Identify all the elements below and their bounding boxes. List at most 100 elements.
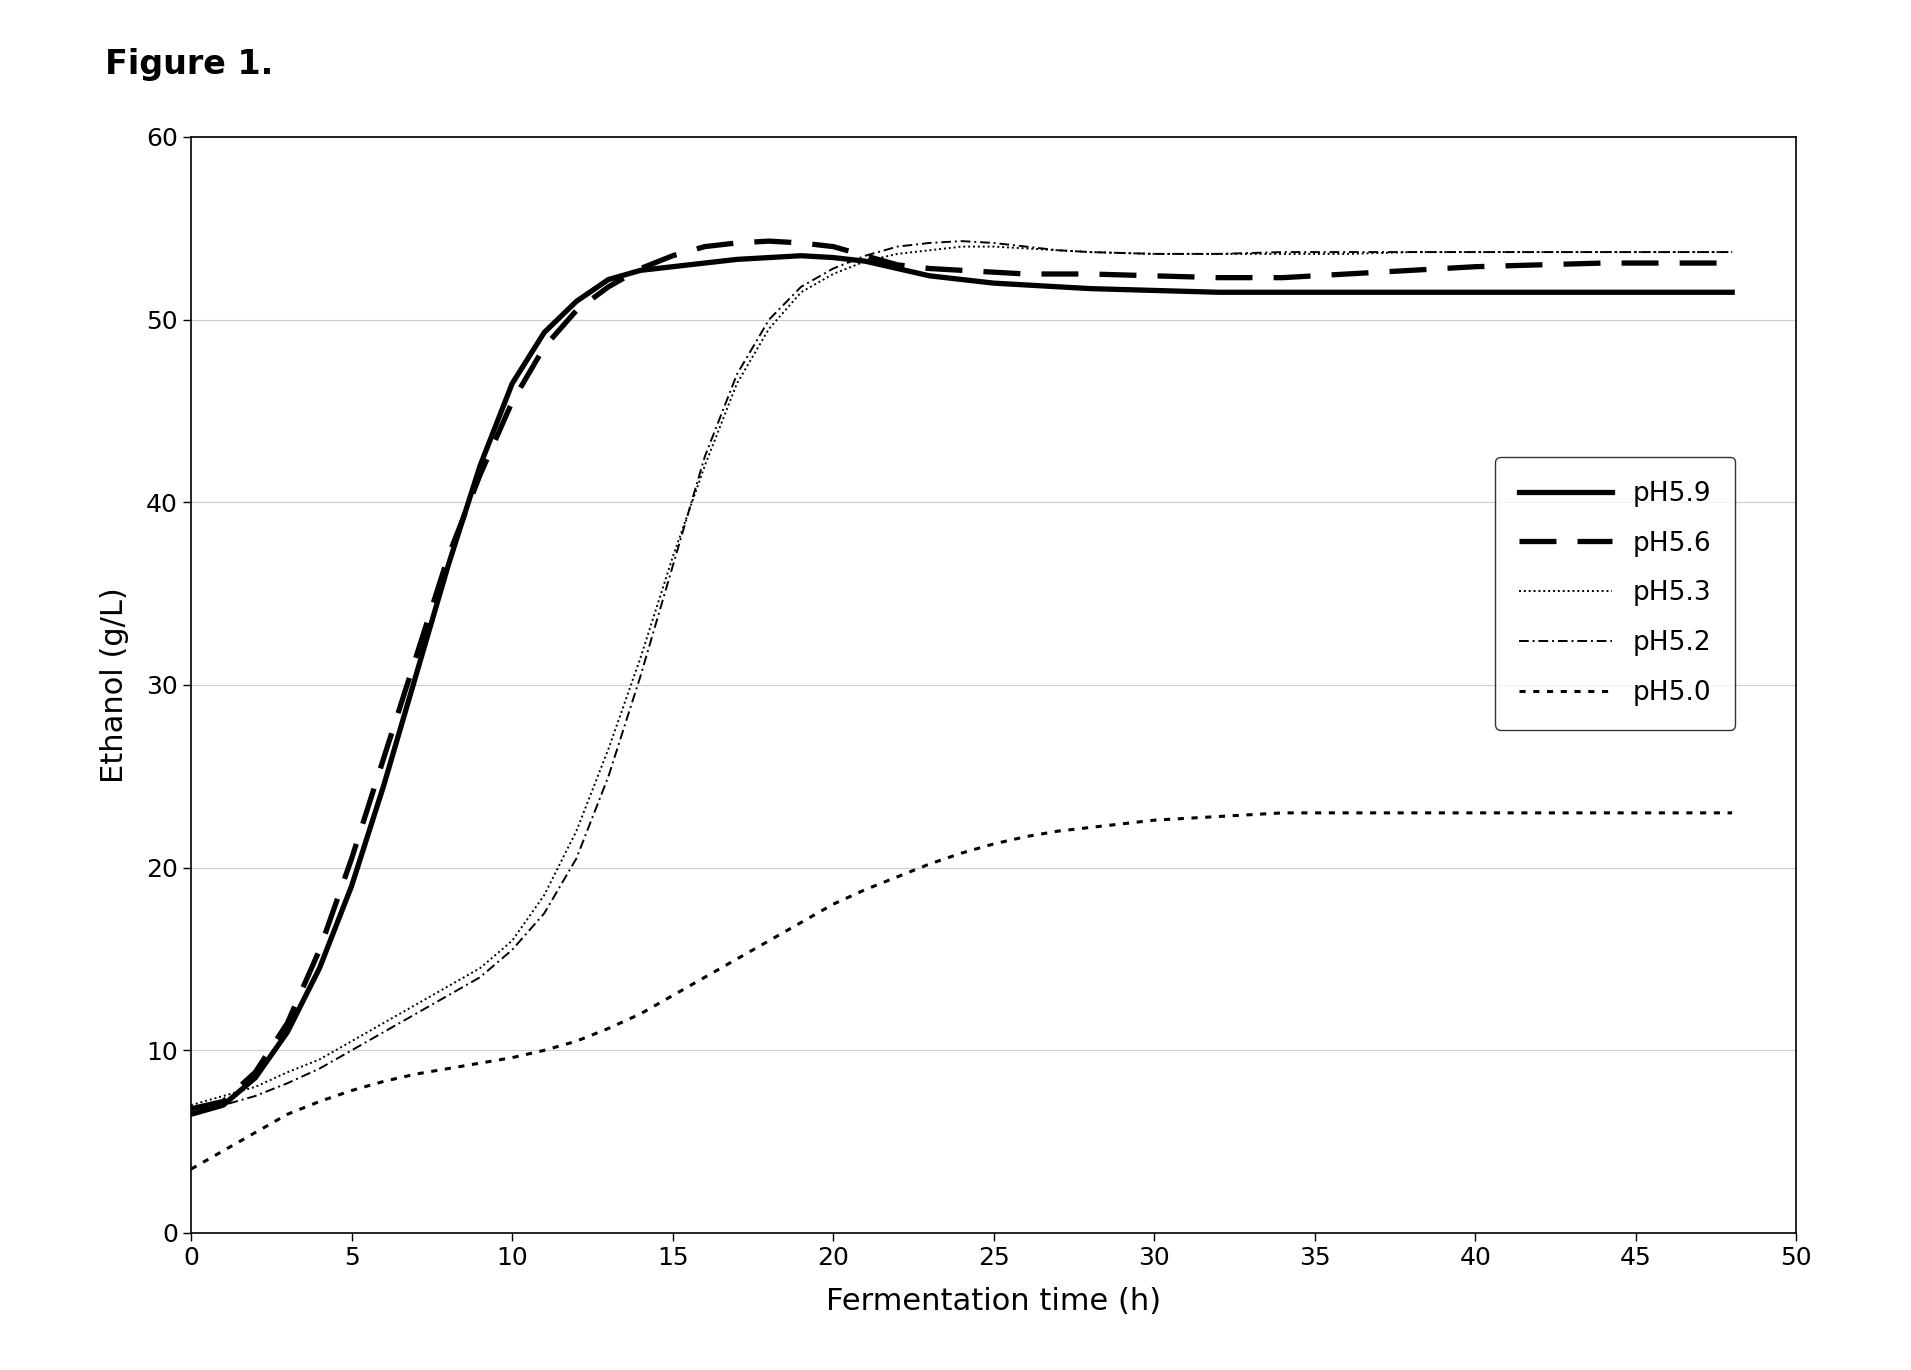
pH5.3: [212, 1088, 235, 1104]
pH5.6: [694, 238, 717, 255]
pH5.6: [1078, 266, 1101, 282]
pH5.9: [1592, 284, 1615, 300]
pH5.9: [275, 1023, 298, 1040]
pH5.9: [757, 249, 780, 266]
pH5.2: [1015, 238, 1038, 255]
pH5.3: [1015, 240, 1038, 256]
pH5.0: [1271, 804, 1294, 821]
pH5.2: [917, 234, 940, 251]
pH5.2: [726, 366, 749, 382]
pH5.3: [1464, 244, 1487, 260]
pH5.2: [468, 969, 491, 985]
pH5.3: [275, 1064, 298, 1081]
pH5.6: [340, 851, 363, 867]
pH5.0: [373, 1073, 396, 1089]
pH5.9: [180, 1106, 203, 1122]
pH5.6: [533, 338, 556, 355]
pH5.0: [854, 881, 877, 897]
pH5.2: [1336, 244, 1359, 260]
pH5.0: [1078, 819, 1101, 836]
pH5.9: [917, 267, 940, 284]
pH5.3: [1143, 245, 1166, 262]
pH5.3: [757, 321, 780, 337]
pH5.6: [308, 941, 331, 958]
pH5.6: [1143, 267, 1166, 284]
pH5.9: [982, 275, 1005, 292]
pH5.9: [1529, 284, 1552, 300]
pH5.2: [1720, 244, 1743, 260]
pH5.0: [1720, 804, 1743, 821]
pH5.6: [917, 260, 940, 277]
pH5.6: [1529, 256, 1552, 273]
pH5.0: [596, 1021, 619, 1037]
pH5.6: [629, 260, 652, 277]
pH5.0: [468, 1055, 491, 1071]
pH5.6: [950, 262, 973, 278]
pH5.9: [629, 262, 652, 278]
pH5.0: [1529, 804, 1552, 821]
pH5.9: [340, 878, 363, 895]
pH5.9: [822, 249, 845, 266]
pH5.0: [1464, 804, 1487, 821]
pH5.9: [726, 251, 749, 267]
pH5.2: [436, 988, 459, 1004]
pH5.0: [982, 836, 1005, 852]
pH5.9: [436, 558, 459, 574]
pH5.2: [1271, 244, 1294, 260]
pH5.0: [405, 1066, 428, 1082]
pH5.9: [1208, 284, 1231, 300]
pH5.9: [694, 255, 717, 271]
pH5.9: [1336, 284, 1359, 300]
pH5.3: [468, 960, 491, 977]
pH5.9: [596, 271, 619, 288]
pH5.9: [1399, 284, 1422, 300]
pH5.9: [661, 259, 684, 275]
Line: pH5.6: pH5.6: [191, 241, 1731, 1108]
pH5.0: [661, 988, 684, 1004]
pH5.3: [694, 458, 717, 474]
pH5.3: [1078, 244, 1101, 260]
pH5.2: [533, 906, 556, 922]
pH5.6: [1399, 262, 1422, 278]
pH5.0: [566, 1033, 589, 1049]
pH5.0: [726, 951, 749, 967]
pH5.9: [1720, 284, 1743, 300]
pH5.6: [1047, 266, 1070, 282]
pH5.0: [1143, 812, 1166, 829]
pH5.2: [596, 769, 619, 785]
pH5.0: [917, 856, 940, 873]
pH5.9: [501, 375, 524, 392]
pH5.3: [436, 978, 459, 995]
pH5.3: [629, 649, 652, 666]
pH5.9: [308, 960, 331, 977]
pH5.6: [1015, 266, 1038, 282]
pH5.2: [340, 1043, 363, 1059]
pH5.6: [822, 238, 845, 255]
Y-axis label: Ethanol (g/L): Ethanol (g/L): [101, 588, 130, 782]
pH5.2: [1143, 245, 1166, 262]
pH5.3: [340, 1033, 363, 1049]
pH5.0: [822, 896, 845, 912]
pH5.9: [1464, 284, 1487, 300]
pH5.6: [245, 1064, 268, 1081]
pH5.0: [629, 1006, 652, 1022]
pH5.6: [436, 549, 459, 566]
pH5.3: [1336, 245, 1359, 262]
pH5.6: [726, 234, 749, 251]
pH5.9: [854, 253, 877, 270]
pH5.6: [757, 233, 780, 249]
Line: pH5.9: pH5.9: [191, 256, 1731, 1114]
pH5.2: [950, 233, 973, 249]
pH5.3: [887, 245, 910, 262]
pH5.2: [1399, 244, 1422, 260]
pH5.2: [694, 448, 717, 464]
pH5.3: [566, 823, 589, 840]
pH5.2: [1047, 242, 1070, 259]
pH5.9: [950, 271, 973, 288]
pH5.3: [854, 253, 877, 270]
pH5.0: [1399, 804, 1422, 821]
pH5.3: [1208, 245, 1231, 262]
pH5.2: [1529, 244, 1552, 260]
pH5.2: [887, 238, 910, 255]
Line: pH5.2: pH5.2: [191, 241, 1731, 1114]
